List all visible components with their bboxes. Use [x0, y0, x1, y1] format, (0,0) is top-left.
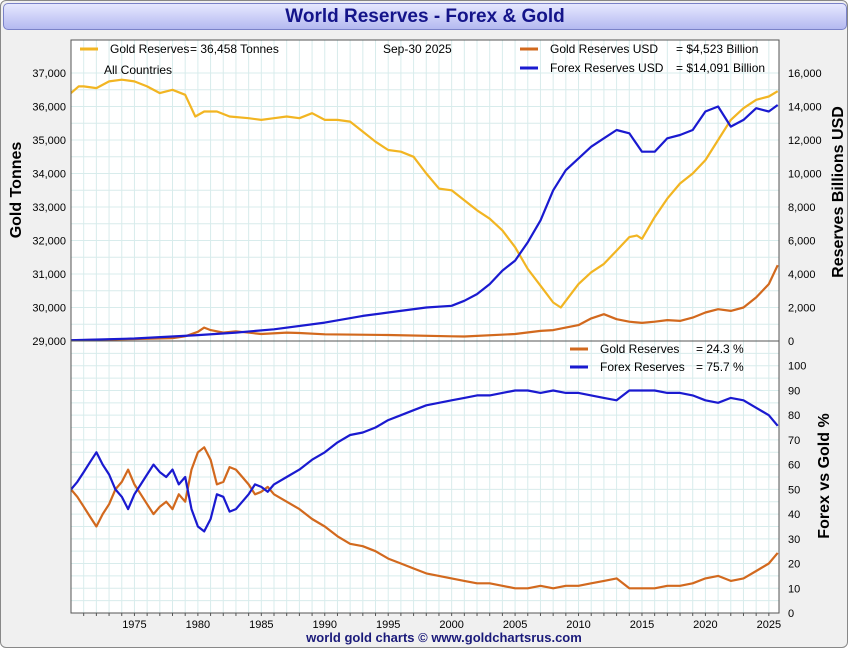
y-right-pct-tick-label: 40 — [788, 509, 800, 521]
annotation-all-countries: All Countries — [104, 63, 172, 77]
x-tick-label: 2020 — [693, 619, 717, 631]
y-right-tick-label: 16,000 — [788, 68, 822, 80]
legend-forex-pct-value: = 75.7 % — [696, 360, 744, 374]
y-left-tick-label: 32,000 — [32, 236, 66, 248]
y-right-tick-label: 10,000 — [788, 169, 822, 181]
x-tick-label: 1985 — [249, 619, 273, 631]
y-right-pct-tick-label: 0 — [788, 608, 794, 620]
title-bar: World Reserves - Forex & Gold — [3, 3, 847, 30]
bottom-legend: Gold Reserves = 24.3 % Forex Reserves = … — [570, 342, 744, 374]
y-right-pct-tick-label: 100 — [788, 361, 806, 373]
legend-forex-pct-label: Forex Reserves — [600, 360, 685, 374]
y-left-tick-label: 30,000 — [32, 303, 66, 315]
series-layer — [71, 78, 779, 590]
y-right-tick-label: 12,000 — [788, 135, 822, 147]
x-tick-label: 1995 — [376, 619, 400, 631]
y-left-tick-label: 33,000 — [32, 202, 66, 214]
date-label: Sep-30 2025 — [383, 42, 452, 56]
legend-gold-usd-label: Gold Reserves USD — [550, 42, 658, 56]
series-gold-usd-line — [71, 264, 779, 341]
legend-gold-tonnes-value: = 36,458 Tonnes — [190, 42, 279, 56]
top-legend: Gold Reserves = 36,458 Tonnes All Countr… — [80, 42, 765, 77]
footer-credit: world gold charts © www.goldchartsrus.co… — [305, 630, 582, 645]
x-tick-label: 2025 — [757, 619, 781, 631]
y-left-tick-label: 34,000 — [32, 169, 66, 181]
y-right-tick-label: 2,000 — [788, 303, 816, 315]
legend-gold-pct-value: = 24.3 % — [696, 342, 744, 356]
x-tick-label: 1975 — [122, 619, 146, 631]
tick-labels: 29,000 30,000 31,000 32,000 33,000 34,000 35,0… — [32, 68, 821, 631]
series-gold-pct-line — [71, 446, 779, 590]
y-right-pct-tick-label: 20 — [788, 559, 800, 571]
x-tick-label: 2015 — [630, 619, 654, 631]
y-right-tick-label: 4,000 — [788, 269, 816, 281]
y-right-tick-label: 0 — [788, 336, 794, 348]
x-tick-label: 2005 — [503, 619, 527, 631]
y-right-pct-tick-label: 70 — [788, 435, 800, 447]
y-axis-left-title: Gold Tonnes — [8, 142, 25, 239]
series-gold-tonnes-line — [71, 78, 779, 309]
x-tick-label: 1980 — [186, 619, 210, 631]
y-right-tick-label: 6,000 — [788, 236, 816, 248]
legend-forex-label: Forex Reserves USD — [550, 61, 664, 75]
y-left-tick-label: 37,000 — [32, 68, 66, 80]
legend-gold-pct-label: Gold Reserves — [600, 342, 679, 356]
y-right-pct-tick-label: 90 — [788, 385, 800, 397]
legend-forex-value: = $14,091 Billion — [676, 61, 765, 75]
y-left-tick-label: 29,000 — [32, 336, 66, 348]
plot-border — [70, 39, 780, 614]
y-right-tick-label: 14,000 — [788, 102, 822, 114]
y-left-tick-label: 31,000 — [32, 269, 66, 281]
y-left-tick-label: 36,000 — [32, 102, 66, 114]
series-forex-pct-line — [71, 389, 779, 533]
plot-background — [71, 40, 779, 613]
y-right-pct-tick-label: 50 — [788, 484, 800, 496]
series-forex-usd-line — [71, 104, 779, 341]
y-right-pct-tick-label: 30 — [788, 534, 800, 546]
y-right-pct-tick-label: 80 — [788, 410, 800, 422]
x-tick-label: 2010 — [566, 619, 590, 631]
x-tick-label: 1990 — [313, 619, 337, 631]
y-right-tick-label: 8,000 — [788, 202, 816, 214]
y-right-pct-tick-label: 10 — [788, 583, 800, 595]
x-tick-label: 2000 — [439, 619, 463, 631]
y-axis-right-title-top: Reserves Billions USD — [830, 106, 847, 278]
y-left-tick-label: 35,000 — [32, 135, 66, 147]
legend-gold-usd-value: = $4,523 Billion — [676, 42, 758, 56]
legend-gold-tonnes-label: Gold Reserves — [110, 42, 189, 56]
chart-title: World Reserves - Forex & Gold — [285, 6, 565, 27]
grid — [71, 40, 779, 616]
y-axis-right-title-bottom: Forex vs Gold % — [816, 413, 833, 538]
y-right-pct-tick-label: 60 — [788, 460, 800, 472]
